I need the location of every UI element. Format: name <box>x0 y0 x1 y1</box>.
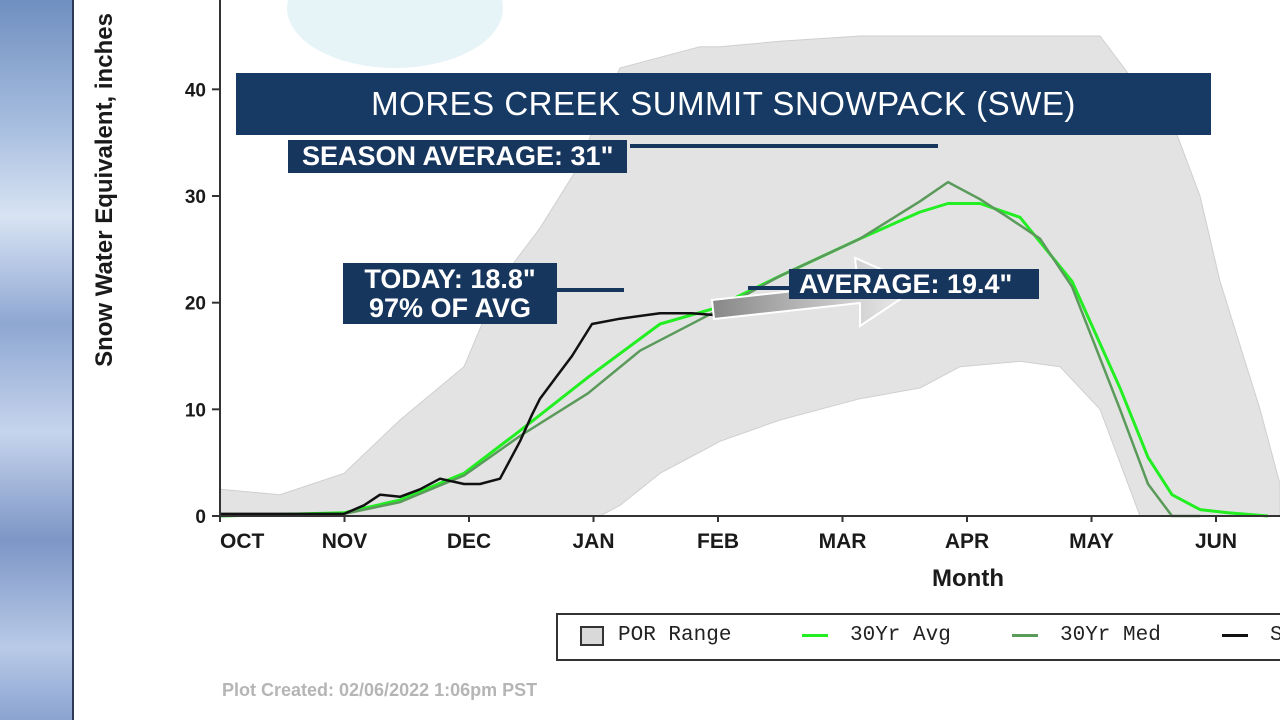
x-tick-label: MAY <box>1069 530 1114 553</box>
legend-item-current: S <box>1222 624 1280 647</box>
season-average-text: SEASON AVERAGE: 31" <box>302 141 614 172</box>
season-average-label: SEASON AVERAGE: 31" <box>288 140 628 173</box>
y-tick-label: 20 <box>185 294 206 315</box>
chart-title: MORES CREEK SUMMIT SNOWPACK (SWE) <box>371 85 1076 122</box>
chart-title-banner: MORES CREEK SUMMIT SNOWPACK (SWE) <box>236 73 1211 135</box>
x-tick-label: NOV <box>322 530 368 553</box>
legend-label-30yr-avg: 30Yr Avg <box>850 624 951 647</box>
x-tick-label: FEB <box>697 530 739 553</box>
legend-label-30yr-med: 30Yr Med <box>1060 624 1161 647</box>
plot-background <box>287 0 503 68</box>
x-tick-label: JUN <box>1195 530 1237 553</box>
x-tick-label: JAN <box>572 530 614 553</box>
series-line-30yr-avg <box>219 202 1269 518</box>
legend-label-current: S <box>1270 624 1280 647</box>
y-tick-label: 40 <box>185 80 206 101</box>
today-value-text: TODAY: 18.8" <box>364 264 536 295</box>
series-line-current <box>220 312 721 516</box>
watermark-logo-shape <box>287 0 503 68</box>
sky-background-strip <box>0 0 74 720</box>
today-label: TODAY: 18.8" 97% OF AVG <box>343 263 557 324</box>
plot-created-footer: Plot Created: 02/06/2022 1:06pm PST <box>222 680 538 700</box>
legend-swatch-current <box>1222 634 1248 637</box>
legend-item-30yr-med: 30Yr Med <box>1012 624 1161 647</box>
x-tick-label: APR <box>945 530 989 553</box>
legend-item-por-range: POR Range <box>580 624 731 647</box>
average-label: AVERAGE: 19.4" <box>789 269 1039 299</box>
legend-swatch-por-range <box>580 625 604 646</box>
axes: 0 10 20 30 40 OCT NOV DEC JAN FEB MAR APR MAY JUN Mont… <box>91 0 1280 592</box>
series-lines <box>219 180 1269 518</box>
x-tick-label: DEC <box>447 530 491 553</box>
y-axis-title: Snow Water Equivalent, inches <box>91 13 118 367</box>
legend-swatch-30yr-med <box>1012 634 1038 637</box>
today-percent-text: 97% OF AVG <box>368 292 532 323</box>
legend-swatch-30yr-avg <box>802 634 828 637</box>
label-leader-lines <box>557 144 938 292</box>
y-tick-label: 30 <box>185 187 206 208</box>
series-line-30yr-med <box>219 180 1200 518</box>
chart-legend: POR Range 30Yr Avg 30Yr Med S <box>556 613 1280 661</box>
y-tick-label: 0 <box>195 507 206 528</box>
average-text: AVERAGE: 19.4" <box>799 268 1013 299</box>
legend-label-por-range: POR Range <box>618 624 732 647</box>
x-axis-title: Month <box>932 565 1004 592</box>
legend-item-30yr-avg: 30Yr Avg <box>802 624 951 647</box>
y-tick-label: 10 <box>185 400 206 421</box>
x-tick-label: OCT <box>220 530 265 553</box>
x-tick-label: MAR <box>819 530 867 553</box>
